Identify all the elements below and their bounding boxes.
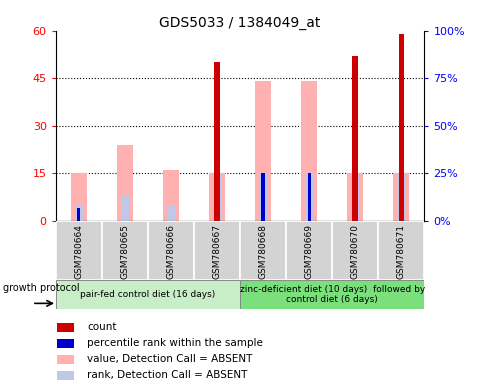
- Bar: [258, 173, 267, 221]
- Text: GSM780667: GSM780667: [212, 224, 221, 279]
- Title: GDS5033 / 1384049_at: GDS5033 / 1384049_at: [159, 16, 320, 30]
- Bar: [57, 355, 74, 364]
- Text: rank, Detection Call = ABSENT: rank, Detection Call = ABSENT: [87, 370, 247, 380]
- Bar: [307, 173, 310, 221]
- Bar: [215, 170, 218, 221]
- Bar: [240, 221, 286, 280]
- Bar: [77, 208, 80, 221]
- Bar: [261, 173, 264, 221]
- Bar: [304, 173, 313, 221]
- Bar: [56, 280, 240, 309]
- Text: pair-fed control diet (16 days): pair-fed control diet (16 days): [80, 290, 215, 299]
- Bar: [378, 221, 424, 280]
- Bar: [57, 323, 74, 332]
- Text: count: count: [87, 322, 116, 332]
- Text: GSM780666: GSM780666: [166, 224, 175, 279]
- Bar: [148, 221, 194, 280]
- Bar: [117, 145, 133, 221]
- Text: GSM780664: GSM780664: [74, 224, 83, 279]
- Text: GSM780670: GSM780670: [350, 224, 359, 279]
- Bar: [163, 170, 179, 221]
- Text: zinc-deficient diet (10 days)  followed by
control diet (6 days): zinc-deficient diet (10 days) followed b…: [239, 285, 424, 305]
- Bar: [121, 195, 129, 221]
- Bar: [56, 221, 102, 280]
- Bar: [286, 221, 332, 280]
- Text: growth protocol: growth protocol: [3, 283, 79, 293]
- Bar: [194, 221, 240, 280]
- Bar: [353, 170, 356, 221]
- Bar: [214, 63, 219, 221]
- Bar: [255, 81, 271, 221]
- Bar: [209, 173, 225, 221]
- Bar: [57, 371, 74, 380]
- Bar: [352, 56, 357, 221]
- Bar: [347, 173, 363, 221]
- Bar: [396, 173, 405, 221]
- Bar: [393, 173, 408, 221]
- Text: percentile rank within the sample: percentile rank within the sample: [87, 338, 262, 348]
- Bar: [332, 221, 378, 280]
- Bar: [212, 173, 221, 221]
- Text: GSM780665: GSM780665: [120, 224, 129, 279]
- Text: value, Detection Call = ABSENT: value, Detection Call = ABSENT: [87, 354, 252, 364]
- Bar: [166, 205, 175, 221]
- Text: GSM780668: GSM780668: [258, 224, 267, 279]
- Text: GSM780671: GSM780671: [396, 224, 405, 279]
- Bar: [301, 81, 317, 221]
- Text: GSM780669: GSM780669: [304, 224, 313, 279]
- Bar: [350, 173, 359, 221]
- Bar: [75, 205, 83, 221]
- Bar: [102, 221, 148, 280]
- Bar: [399, 170, 402, 221]
- Bar: [240, 280, 424, 309]
- Bar: [71, 173, 87, 221]
- Bar: [398, 34, 403, 221]
- Bar: [57, 339, 74, 348]
